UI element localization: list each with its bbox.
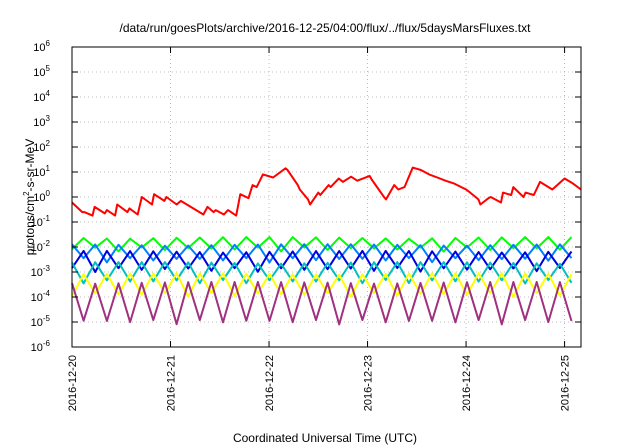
y-axis-label-rest: -s-sr-MeV (23, 139, 37, 192)
y-tick-label: 105 (33, 64, 50, 79)
x-tick-label: 2016-12-23 (363, 355, 375, 411)
x-tick-label: 2016-12-25 (560, 355, 572, 411)
series-line-1 (71, 166, 582, 217)
y-tick-label: 101 (33, 164, 50, 179)
x-tick-label: 2016-12-20 (67, 355, 79, 411)
x-tick-label: 2016-12-21 (166, 355, 178, 411)
y-tick-label: 10-1 (31, 214, 51, 229)
y-axis-label-sup: 2 (22, 191, 31, 196)
y-tick-label: 10-5 (31, 314, 51, 329)
y-tick-label: 10-2 (31, 239, 51, 254)
ticks (71, 46, 581, 348)
series-line-6 (71, 272, 573, 299)
y-tick-label: 106 (33, 39, 50, 54)
chart-title: /data/run/goesPlots/archive/2016-12-25/0… (120, 21, 532, 35)
y-tick-label: 103 (33, 114, 50, 129)
series-group (71, 166, 582, 326)
series-line-2 (71, 236, 573, 253)
x-axis-label: Coordinated Universal Time (UTC) (233, 431, 417, 445)
y-tick-label: 10-4 (31, 289, 51, 304)
y-tick-label: 104 (33, 89, 50, 104)
grid (71, 47, 581, 347)
y-tick-label: 102 (33, 139, 50, 154)
y-tick-label: 10-3 (31, 264, 51, 279)
series-line-7 (71, 281, 573, 326)
x-tick-label: 2016-12-24 (461, 355, 473, 411)
y-tick-label: 10-6 (31, 339, 51, 354)
x-tick-label: 2016-12-22 (264, 355, 276, 411)
x-tick-labels: 2016-12-20 2016-12-21 2016-12-22 2016-12-23… (67, 355, 572, 411)
y-tick-label: 100 (33, 189, 50, 204)
series-line-3 (71, 243, 573, 264)
y-tick-labels: 10-6 10-5 10-4 10-3 10-2 10-1 100 101 102 103 104 1… (31, 39, 51, 354)
y-axis-label-base: protons/cm (23, 196, 37, 255)
y-axis-label: protons/cm2-s-sr-MeV (22, 139, 37, 255)
